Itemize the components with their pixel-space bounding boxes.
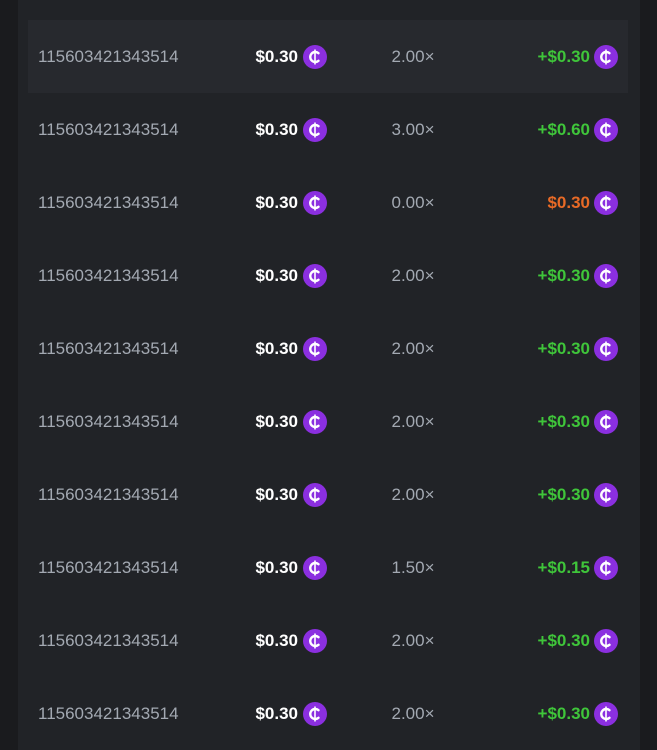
bet-id: 115603421343514 <box>38 704 179 723</box>
coin-icon <box>594 629 618 653</box>
bet-row: 115603421343514 $0.30 0.00× $0.30 <box>28 166 628 239</box>
coin-icon <box>303 191 327 215</box>
multiplier: 3.00× <box>391 120 435 139</box>
coin-icon <box>594 483 618 507</box>
coin-icon <box>303 556 327 580</box>
bet-id: 115603421343514 <box>38 47 179 66</box>
coin-icon <box>594 410 618 434</box>
payout: +$0.15 <box>537 558 590 577</box>
payout: $0.30 <box>547 193 590 212</box>
payout: +$0.30 <box>537 47 590 66</box>
bet-amount: $0.30 <box>255 193 298 212</box>
multiplier: 2.00× <box>391 485 435 504</box>
bet-amount: $0.30 <box>255 47 298 66</box>
coin-icon <box>594 118 618 142</box>
payout: +$0.30 <box>537 412 590 431</box>
multiplier: 2.00× <box>391 339 435 358</box>
coin-icon <box>303 337 327 361</box>
bet-id: 115603421343514 <box>38 193 179 212</box>
coin-icon <box>594 45 618 69</box>
bet-row: 115603421343514 $0.30 2.00× +$0.30 <box>28 239 628 312</box>
bet-amount: $0.30 <box>255 485 298 504</box>
payout: +$0.30 <box>537 485 590 504</box>
bet-row: 115603421343514 $0.30 2.00× +$0.30 <box>28 385 628 458</box>
coin-icon <box>303 702 327 726</box>
coin-icon <box>594 556 618 580</box>
bet-id: 115603421343514 <box>38 558 179 577</box>
bet-amount: $0.30 <box>255 631 298 650</box>
coin-icon <box>303 264 327 288</box>
multiplier: 0.00× <box>391 193 435 212</box>
bet-id: 115603421343514 <box>38 339 179 358</box>
bet-id: 115603421343514 <box>38 266 179 285</box>
coin-icon <box>303 118 327 142</box>
payout: +$0.60 <box>537 120 590 139</box>
coin-icon <box>303 45 327 69</box>
payout: +$0.30 <box>537 631 590 650</box>
bet-amount: $0.30 <box>255 558 298 577</box>
coin-icon <box>594 191 618 215</box>
coin-icon <box>303 629 327 653</box>
bet-amount: $0.30 <box>255 266 298 285</box>
multiplier: 2.00× <box>391 412 435 431</box>
bet-row: 115603421343514 $0.30 3.00× +$0.60 <box>28 93 628 166</box>
multiplier: 2.00× <box>391 704 435 723</box>
coin-icon <box>594 337 618 361</box>
coin-icon <box>303 483 327 507</box>
coin-icon <box>594 702 618 726</box>
bet-id: 115603421343514 <box>38 631 179 650</box>
bet-row: 115603421343514 $0.30 2.00× +$0.30 <box>28 312 628 385</box>
multiplier: 2.00× <box>391 47 435 66</box>
bet-id: 115603421343514 <box>38 485 179 504</box>
coin-icon <box>303 410 327 434</box>
bet-row: 115603421343514 $0.30 2.00× +$0.30 <box>28 604 628 677</box>
multiplier: 1.50× <box>391 558 435 577</box>
bets-panel <box>18 0 640 750</box>
multiplier: 2.00× <box>391 631 435 650</box>
bet-row: 115603421343514 $0.30 2.00× +$0.30 <box>28 677 628 750</box>
bet-row: 115603421343514 $0.30 2.00× +$0.30 <box>28 20 628 93</box>
payout: +$0.30 <box>537 704 590 723</box>
bet-id: 115603421343514 <box>38 120 179 139</box>
bet-id: 115603421343514 <box>38 412 179 431</box>
coin-icon <box>594 264 618 288</box>
multiplier: 2.00× <box>391 266 435 285</box>
bet-amount: $0.30 <box>255 412 298 431</box>
bet-row: 115603421343514 $0.30 2.00× +$0.30 <box>28 458 628 531</box>
bet-amount: $0.30 <box>255 339 298 358</box>
bet-row: 115603421343514 $0.30 1.50× +$0.15 <box>28 531 628 604</box>
bet-amount: $0.30 <box>255 120 298 139</box>
bet-amount: $0.30 <box>255 704 298 723</box>
payout: +$0.30 <box>537 266 590 285</box>
payout: +$0.30 <box>537 339 590 358</box>
